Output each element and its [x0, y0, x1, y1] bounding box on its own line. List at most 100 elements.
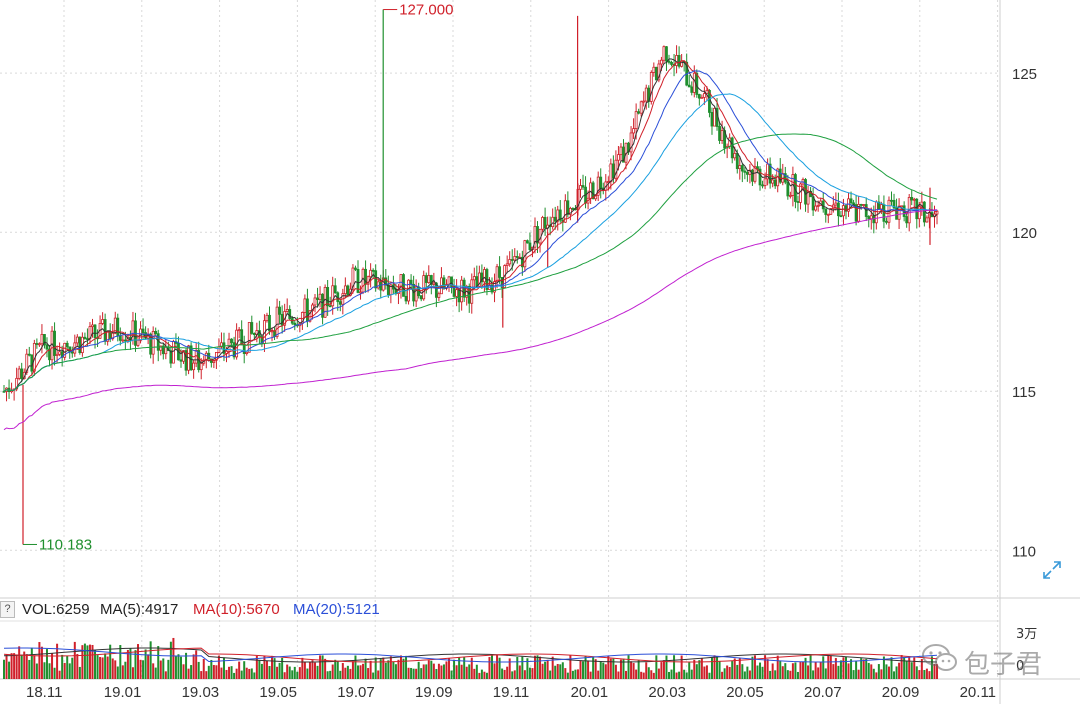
volume-bar	[478, 672, 481, 679]
candle-body	[551, 216, 555, 228]
volume-bar	[761, 666, 764, 679]
volume-bar	[890, 657, 893, 679]
volume-bar	[346, 665, 349, 679]
volume-bar	[549, 670, 552, 679]
candle-body	[265, 314, 269, 322]
volume-bar	[164, 671, 167, 679]
volume-bar	[225, 669, 228, 679]
volume-bar	[667, 671, 670, 679]
volume-bar	[15, 654, 18, 679]
candle-body	[508, 259, 512, 265]
volume-bar	[217, 655, 220, 679]
candle-body	[414, 286, 418, 302]
volume-bar	[308, 661, 311, 679]
volume-bar	[622, 658, 625, 679]
volume-bar	[809, 655, 812, 679]
help-icon[interactable]: ?	[0, 601, 15, 618]
volume-bar	[96, 655, 99, 679]
candle-body	[442, 277, 446, 289]
volume-bar	[392, 661, 395, 679]
volume-bar	[301, 657, 304, 679]
candle-body	[690, 86, 694, 93]
volume-bar	[260, 663, 263, 679]
candle-body	[515, 255, 519, 258]
volume-bar	[784, 663, 787, 679]
candle-body	[78, 336, 82, 354]
candle-body	[70, 351, 74, 354]
candle-body	[687, 84, 691, 88]
candle-body	[427, 275, 431, 283]
candle-body	[536, 226, 539, 244]
candle-body	[599, 176, 603, 189]
candle-body	[740, 165, 744, 172]
volume-bar	[374, 657, 377, 679]
volume-bar	[814, 661, 817, 679]
volume-bar	[895, 666, 898, 679]
candle-body	[877, 201, 881, 210]
volume-bar	[571, 670, 574, 679]
candle-body	[667, 60, 671, 63]
volume-bar	[483, 671, 486, 679]
volume-bar	[86, 645, 89, 679]
volume-bar	[791, 663, 794, 679]
volume-bar	[832, 664, 835, 679]
candle-body	[63, 342, 67, 358]
volume-bar	[933, 663, 936, 679]
volume-tick-label: 0	[1016, 659, 1024, 674]
volume-bar	[741, 664, 744, 679]
volume-bar	[73, 641, 76, 679]
volume-bar	[293, 666, 296, 679]
volume-bar	[389, 656, 392, 679]
candle-body	[93, 324, 97, 339]
candle-body	[788, 195, 792, 197]
candle-body	[432, 282, 436, 285]
candle-body	[359, 291, 362, 294]
candle-body	[513, 255, 517, 261]
volume-bar	[893, 671, 896, 679]
volume-bar	[372, 672, 375, 679]
volume-bar	[541, 663, 544, 679]
expand-icon[interactable]	[1040, 558, 1064, 582]
volume-bar	[58, 670, 61, 679]
candle-body	[20, 368, 24, 380]
volume-bar	[185, 652, 188, 679]
candle-body	[523, 240, 527, 268]
volume-bar	[210, 659, 213, 679]
candle-body	[596, 176, 600, 196]
volume-bar	[463, 657, 466, 679]
candle-body	[83, 336, 87, 339]
volume-bar	[222, 657, 225, 679]
candle-body	[751, 169, 754, 182]
volume-bar	[518, 665, 521, 679]
volume-bar	[839, 660, 842, 679]
volume-bar	[673, 655, 676, 679]
volume-bar	[76, 653, 79, 679]
candle-body	[480, 272, 484, 283]
candle-body	[252, 333, 256, 335]
volume-bar	[925, 668, 928, 679]
candle-body	[214, 352, 218, 361]
volume-bar	[405, 655, 408, 679]
candle-body	[500, 277, 504, 288]
volume-bar	[51, 653, 54, 679]
candle-body	[935, 210, 939, 215]
volume-bar	[847, 663, 850, 679]
volume-bar	[748, 670, 751, 679]
volume-bar	[493, 663, 496, 679]
volume-bar	[460, 664, 463, 679]
candle-body	[316, 297, 319, 301]
volume-axis: 3万 0	[1016, 627, 1037, 674]
volume-bar	[501, 668, 504, 679]
volume-bar	[28, 659, 31, 679]
volume-bar	[169, 641, 172, 679]
volume-bar	[559, 664, 562, 679]
time-tick-label: 19.01	[104, 684, 142, 701]
candle-body	[450, 276, 453, 287]
volume-bar	[99, 657, 102, 679]
candle-body	[285, 309, 289, 312]
volume-bar	[503, 669, 506, 679]
volume-bar	[485, 672, 488, 679]
candle-body	[528, 242, 532, 250]
volume-bar	[695, 664, 698, 679]
